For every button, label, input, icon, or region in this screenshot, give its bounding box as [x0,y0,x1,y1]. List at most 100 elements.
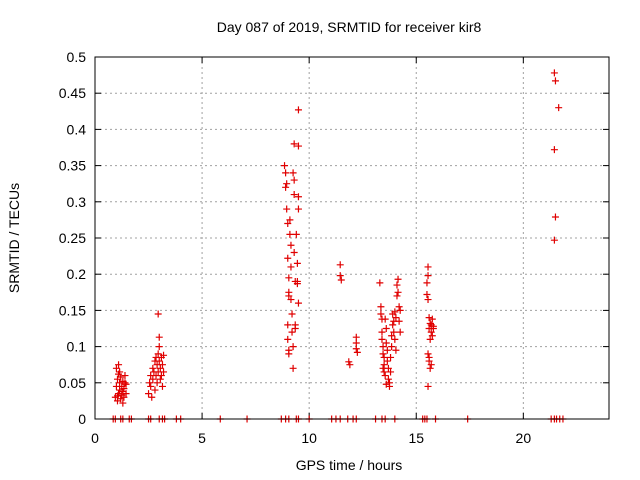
data-point [425,357,433,365]
data-point [149,364,157,372]
data-point [294,205,302,213]
data-point [395,317,403,325]
data-point [287,296,295,304]
data-point [122,380,130,388]
data-point [289,364,297,372]
data-point [383,357,391,365]
data-point [294,106,302,114]
data-point [381,315,389,323]
data-point [427,361,435,369]
data-point [555,104,563,112]
data-point [294,299,302,307]
data-point [160,351,168,359]
x-tick-label: 20 [516,430,532,446]
data-point [428,332,436,340]
data-point [155,333,163,341]
x-tick-label: 0 [91,430,99,446]
data-point [384,375,392,383]
data-point [286,216,294,224]
data-point [112,364,120,372]
data-point [427,328,435,336]
data-point [551,213,559,221]
data-point [382,380,390,388]
y-tick-label: 0.15 [59,302,86,318]
data-point [286,230,294,238]
data-point [388,343,396,351]
data-point [287,263,295,271]
data-point [148,393,156,401]
y-tick-label: 0.4 [67,121,87,137]
data-point [379,343,387,351]
y-tick-label: 0.05 [59,375,86,391]
data-point [116,368,124,376]
data-point [115,361,123,369]
data-point [379,364,387,372]
data-point [392,346,400,354]
data-point [390,328,398,336]
data-point [550,69,558,77]
data-point [424,296,432,304]
y-tick-label: 0.1 [67,339,87,355]
data-point [284,220,292,228]
data-point [336,272,344,280]
data-point [383,346,391,354]
data-point [378,328,386,336]
data-point [149,375,157,383]
data-point [154,310,162,318]
data-point [394,288,402,296]
scatter-points [109,69,567,423]
data-point [387,353,395,361]
data-point [292,230,300,238]
data-point [153,379,161,387]
data-point [393,292,401,300]
data-point [396,306,404,314]
data-point [423,290,431,298]
data-point [120,385,128,393]
data-point [284,254,292,262]
data-point [424,382,432,390]
data-point [382,339,390,347]
plot-frame [94,56,610,420]
axis-tick-labels: 0 0.05 0.1 0.15 0.2 0.25 0.3 0.35 0.4 0.45 0.5 0 5 10… [59,49,532,446]
data-point [423,279,431,287]
data-point [346,361,354,369]
data-point [392,314,400,322]
data-point [290,248,298,256]
data-point [551,77,559,85]
chart-title: Day 087 of 2019, SRMTID for receiver kir… [217,19,482,35]
data-point [290,140,298,148]
data-point [288,328,296,336]
data-point [289,343,297,351]
data-point [282,169,290,177]
data-point [376,279,384,287]
data-point [121,379,129,387]
data-point [156,364,164,372]
data-point [293,259,301,267]
data-point [424,263,432,271]
data-point [158,382,166,390]
y-tick-label: 0.25 [59,230,86,246]
data-point [285,350,293,358]
data-point [294,142,302,150]
data-point [395,303,403,311]
data-point [157,372,165,380]
data-point [282,183,290,191]
data-point [424,272,432,280]
data-point [119,399,127,407]
y-tick-label: 0.3 [67,194,87,210]
data-point [380,368,388,376]
data-point [382,325,390,332]
x-axis-label: GPS time / hours [296,457,403,473]
data-point [116,386,124,394]
data-point [396,328,404,336]
data-point [380,361,388,369]
data-point [146,379,154,387]
data-point [290,176,298,184]
data-point [154,350,162,358]
data-point [156,375,164,383]
data-point [294,193,302,201]
data-point [389,321,397,329]
data-point [550,236,558,244]
data-point [381,372,389,380]
data-point [353,348,361,356]
